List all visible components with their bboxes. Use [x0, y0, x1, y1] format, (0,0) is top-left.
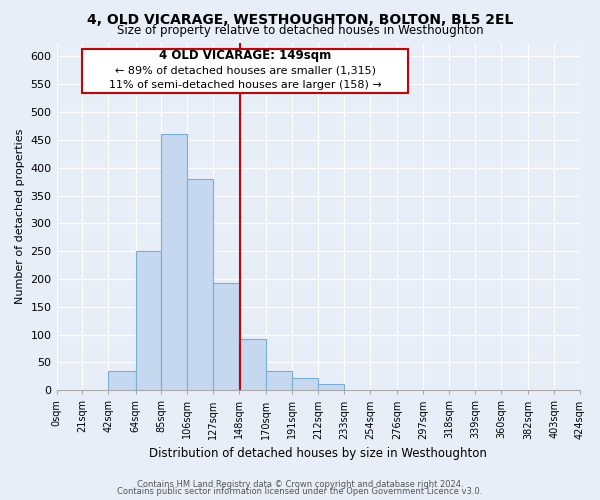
Y-axis label: Number of detached properties: Number of detached properties: [15, 128, 25, 304]
Bar: [109, 371, 136, 390]
Bar: [187, 179, 214, 390]
Text: Contains public sector information licensed under the Open Government Licence v3: Contains public sector information licen…: [118, 488, 482, 496]
X-axis label: Distribution of detached houses by size in Westhoughton: Distribution of detached houses by size …: [149, 447, 487, 460]
Bar: [239, 338, 266, 390]
Bar: [292, 378, 318, 390]
Text: 4, OLD VICARAGE, WESTHOUGHTON, BOLTON, BL5 2EL: 4, OLD VICARAGE, WESTHOUGHTON, BOLTON, B…: [87, 12, 513, 26]
Text: ← 89% of detached houses are smaller (1,315): ← 89% of detached houses are smaller (1,…: [115, 66, 376, 76]
Bar: [266, 371, 292, 390]
Text: Size of property relative to detached houses in Westhoughton: Size of property relative to detached ho…: [116, 24, 484, 37]
Bar: [82, 48, 409, 92]
Text: Contains HM Land Registry data © Crown copyright and database right 2024.: Contains HM Land Registry data © Crown c…: [137, 480, 463, 489]
Bar: [136, 251, 161, 390]
Bar: [214, 283, 239, 391]
Text: 4 OLD VICARAGE: 149sqm: 4 OLD VICARAGE: 149sqm: [160, 50, 332, 62]
Text: 11% of semi-detached houses are larger (158) →: 11% of semi-detached houses are larger (…: [109, 80, 382, 90]
Bar: [161, 134, 187, 390]
Bar: [318, 384, 344, 390]
